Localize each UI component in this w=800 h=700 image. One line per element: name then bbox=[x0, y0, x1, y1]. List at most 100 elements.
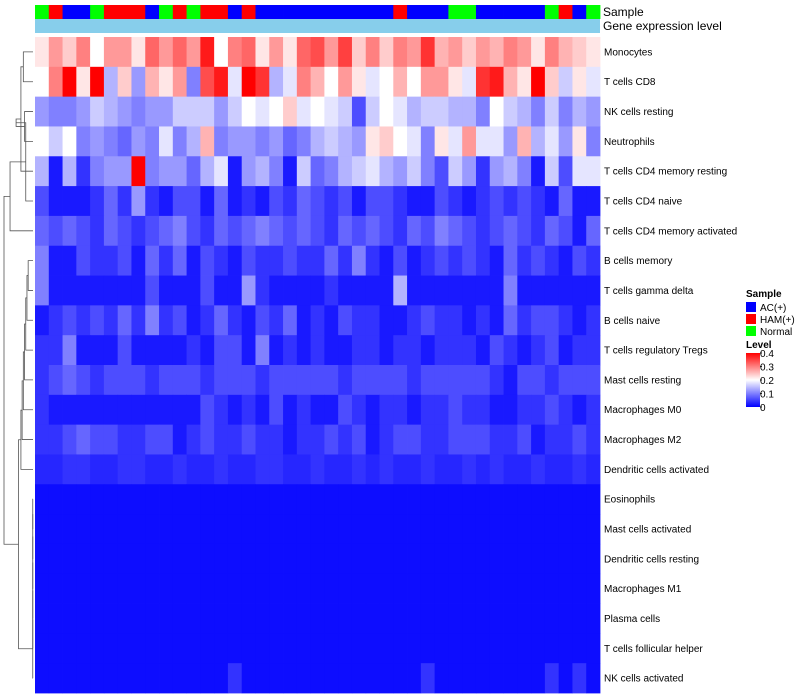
heatmap-cell bbox=[324, 603, 339, 634]
heatmap-cell bbox=[531, 543, 546, 575]
heatmap-cell bbox=[420, 245, 436, 276]
heatmap-cell bbox=[379, 66, 394, 98]
heatmap-cell bbox=[255, 186, 270, 217]
level-tick-label: 0.2 bbox=[760, 376, 774, 387]
heatmap-cell bbox=[475, 365, 491, 396]
dendrogram-branch bbox=[21, 380, 33, 440]
heatmap-cell bbox=[351, 186, 367, 217]
row-label: T cells CD4 memory resting bbox=[604, 167, 727, 178]
heatmap-cell bbox=[227, 245, 243, 276]
heatmap-cell bbox=[531, 66, 546, 98]
heatmap-cell bbox=[586, 365, 601, 396]
sample-annotation-cell bbox=[48, 5, 63, 19]
heatmap-cell bbox=[296, 424, 312, 455]
heatmap-cell bbox=[434, 275, 449, 306]
heatmap-cell bbox=[310, 633, 325, 664]
heatmap-cell bbox=[214, 514, 229, 545]
heatmap-cell bbox=[503, 514, 518, 545]
heatmap-cell bbox=[48, 365, 63, 396]
heatmap-cell bbox=[296, 633, 312, 664]
sample-annotation-cell bbox=[131, 5, 146, 19]
sample-annotation-label: Sample bbox=[603, 5, 644, 19]
heatmap-cell bbox=[227, 603, 243, 634]
row-dendrogram bbox=[3, 51, 34, 679]
heatmap-cell bbox=[558, 394, 573, 426]
heatmap-cell bbox=[200, 394, 215, 426]
heatmap-cell bbox=[62, 573, 77, 604]
heatmap-cell bbox=[131, 156, 146, 187]
heatmap-cell bbox=[517, 573, 532, 604]
heatmap-cell bbox=[572, 663, 587, 694]
sample-annotation-cell bbox=[145, 5, 160, 19]
heatmap-cell bbox=[572, 215, 587, 247]
heatmap-cell bbox=[351, 663, 367, 694]
heatmap-cell bbox=[117, 186, 132, 217]
heatmap-cell bbox=[475, 66, 491, 98]
heatmap-cell bbox=[475, 424, 491, 455]
heatmap-cell bbox=[420, 126, 436, 157]
heatmap-cell bbox=[172, 424, 187, 455]
heatmap-cell bbox=[283, 365, 298, 396]
heatmap-cell bbox=[379, 335, 394, 366]
heatmap-cell bbox=[241, 156, 256, 187]
heatmap-cell bbox=[420, 37, 436, 68]
heatmap-cell bbox=[48, 37, 63, 68]
heatmap-cell bbox=[338, 305, 353, 336]
heatmap-cell bbox=[131, 186, 146, 217]
heatmap-cell bbox=[269, 394, 284, 426]
heatmap-cell bbox=[296, 275, 312, 306]
heatmap-cell bbox=[296, 394, 312, 426]
heatmap-cell bbox=[462, 633, 477, 664]
heatmap-cell bbox=[489, 514, 504, 545]
heatmap-cell bbox=[62, 66, 77, 98]
sample-annotation-cell bbox=[296, 5, 312, 19]
heatmap-cell bbox=[420, 305, 436, 336]
heatmap-cell bbox=[214, 245, 229, 276]
heatmap-cell bbox=[544, 37, 560, 68]
heatmap-cell bbox=[76, 305, 91, 336]
sample-annotation-cell bbox=[544, 5, 560, 19]
heatmap-cell bbox=[62, 454, 77, 485]
heatmap-cell bbox=[475, 514, 491, 545]
heatmap-cell bbox=[255, 37, 270, 68]
heatmap-cell bbox=[145, 663, 160, 694]
heatmap-cell bbox=[200, 156, 215, 187]
heatmap-cell bbox=[62, 484, 77, 515]
heatmap-cell bbox=[145, 633, 160, 664]
heatmap-cell bbox=[103, 394, 119, 426]
heatmap-cell bbox=[62, 603, 77, 634]
heatmap-cell bbox=[558, 663, 573, 694]
heatmap-cell bbox=[338, 394, 353, 426]
heatmap-cell bbox=[269, 573, 284, 604]
heatmap-cell bbox=[351, 305, 367, 336]
heatmap-cell bbox=[241, 573, 256, 604]
heatmap-cell bbox=[103, 365, 119, 396]
heatmap-cell bbox=[531, 215, 546, 247]
sample-annotation-cell bbox=[393, 5, 408, 19]
heatmap-cell bbox=[407, 275, 422, 306]
heatmap-cell bbox=[517, 37, 532, 68]
heatmap-cell bbox=[310, 365, 325, 396]
heatmap-cell bbox=[324, 186, 339, 217]
heatmap-cell bbox=[503, 66, 518, 98]
heatmap-cell bbox=[117, 603, 132, 634]
heatmap-cell bbox=[586, 424, 601, 455]
heatmap-cell bbox=[117, 126, 132, 157]
heatmap-cell bbox=[103, 275, 119, 306]
sample-annotation-cell bbox=[475, 5, 491, 19]
heatmap-cell bbox=[48, 484, 63, 515]
row-label: Monocytes bbox=[604, 47, 652, 58]
heatmap-cell bbox=[462, 215, 477, 247]
heatmap-cell bbox=[255, 633, 270, 664]
heatmap-cell bbox=[475, 156, 491, 187]
heatmap-cell bbox=[62, 335, 77, 366]
row-label: T cells CD8 bbox=[604, 77, 656, 88]
heatmap-cell bbox=[48, 275, 63, 306]
heatmap-cell bbox=[351, 335, 367, 366]
heatmap-cell bbox=[324, 96, 339, 127]
heatmap-cell bbox=[131, 424, 146, 455]
heatmap-cell bbox=[462, 245, 477, 276]
heatmap-cell bbox=[503, 96, 518, 127]
heatmap-cell bbox=[283, 335, 298, 366]
heatmap-cell bbox=[283, 573, 298, 604]
